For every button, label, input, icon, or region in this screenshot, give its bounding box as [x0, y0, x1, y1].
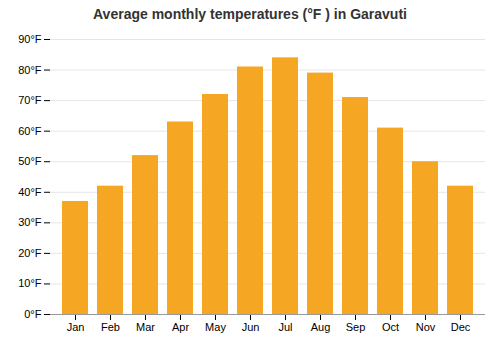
svg-text:Feb: Feb	[101, 321, 120, 333]
svg-text:Jul: Jul	[278, 321, 292, 333]
svg-text:Sep: Sep	[346, 321, 366, 333]
svg-text:Oct: Oct	[382, 321, 399, 333]
svg-text:Dec: Dec	[451, 321, 471, 333]
svg-text:0°F: 0°F	[24, 308, 42, 320]
svg-text:80°F: 80°F	[18, 64, 42, 76]
html-text:Average monthly temperatures (: Average monthly temperatures (°F ) in Ga…	[93, 6, 407, 22]
svg-text:40°F: 40°F	[18, 186, 42, 198]
svg-text:90°F: 90°F	[18, 33, 42, 45]
svg-text:Aug: Aug	[311, 321, 331, 333]
svg-text:10°F: 10°F	[18, 277, 42, 289]
svg-text:70°F: 70°F	[18, 94, 42, 106]
svg-text:Nov: Nov	[416, 321, 436, 333]
svg-text:Jun: Jun	[242, 321, 260, 333]
svg-text:60°F: 60°F	[18, 125, 42, 137]
svg-text:May: May	[205, 321, 226, 333]
svg-text:50°F: 50°F	[18, 155, 42, 167]
svg-text:Jan: Jan	[67, 321, 85, 333]
svg-text:Mar: Mar	[136, 321, 155, 333]
svg-text:20°F: 20°F	[18, 247, 42, 259]
svg-text:Apr: Apr	[172, 321, 189, 333]
svg-text:30°F: 30°F	[18, 216, 42, 228]
